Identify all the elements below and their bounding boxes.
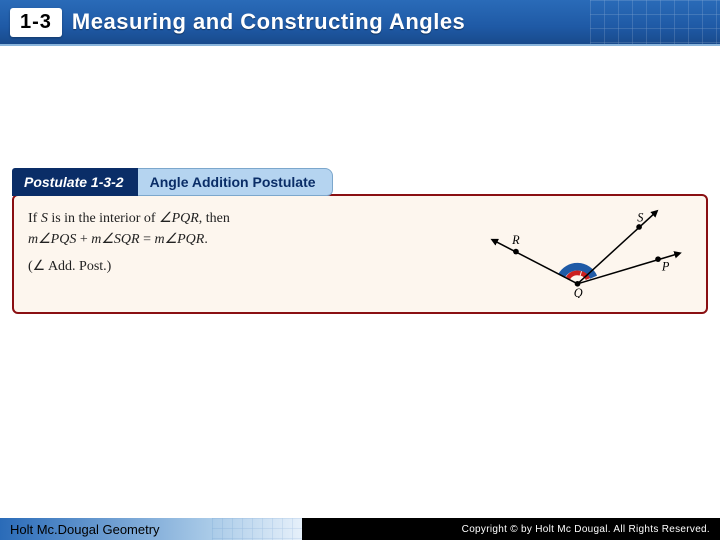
text-mpqs: m∠PQS [28,232,76,247]
section-title: Measuring and Constructing Angles [72,9,465,35]
section-number-badge: 1-3 [10,8,62,37]
postulate-line-3: (∠ Add. Post.) [28,256,464,277]
postulate-name-tab: Angle Addition Postulate [138,168,333,196]
postulate-body: If S is in the interior of ∠PQR, then m∠… [12,194,708,314]
footer-left: Holt Mc.Dougal Geometry [0,518,302,540]
point-s [636,224,642,230]
postulate-line-2: m∠PQS + m∠SQR = m∠PQR. [28,229,464,250]
text-mid: is in the interior of [48,211,159,226]
label-r: R [511,233,520,247]
angle-diagram: Q R S P [482,208,692,298]
text-period: . [204,232,208,247]
text-prefix: If [28,211,41,226]
header-bar: 1-3 Measuring and Constructing Angles [0,0,720,46]
text-plus: + [76,232,91,247]
text-var-s: S [41,211,48,226]
point-r [513,249,519,255]
point-p [655,256,661,262]
footer-bar: Holt Mc.Dougal Geometry Copyright © by H… [0,518,720,540]
text-mpqr: m∠PQR [154,232,204,247]
label-s: S [637,210,643,224]
text-eq: = [140,232,155,247]
label-q: Q [574,286,583,298]
footer-copyright: Copyright © by Holt Mc Dougal. All Right… [302,518,720,540]
text-angle-pqr: ∠PQR [159,211,199,226]
label-p: P [661,260,670,274]
ray-qr [493,240,577,284]
header-grid-decoration [590,0,720,44]
arc-inner-left [568,273,580,278]
text-msqr: m∠SQR [91,232,139,247]
text-suffix: , then [199,211,230,226]
footer-publisher: Holt Mc.Dougal Geometry [10,522,160,537]
postulate-box: Postulate 1-3-2 Angle Addition Postulate… [12,168,708,314]
postulate-text: If S is in the interior of ∠PQR, then m∠… [28,208,464,298]
postulate-number-tab: Postulate 1-3-2 [12,168,138,196]
postulate-tabs: Postulate 1-3-2 Angle Addition Postulate [12,168,708,196]
postulate-line-1: If S is in the interior of ∠PQR, then [28,208,464,229]
footer-grid-decoration [212,518,302,540]
angle-diagram-svg: Q R S P [482,208,692,298]
ray-qs [578,212,657,284]
